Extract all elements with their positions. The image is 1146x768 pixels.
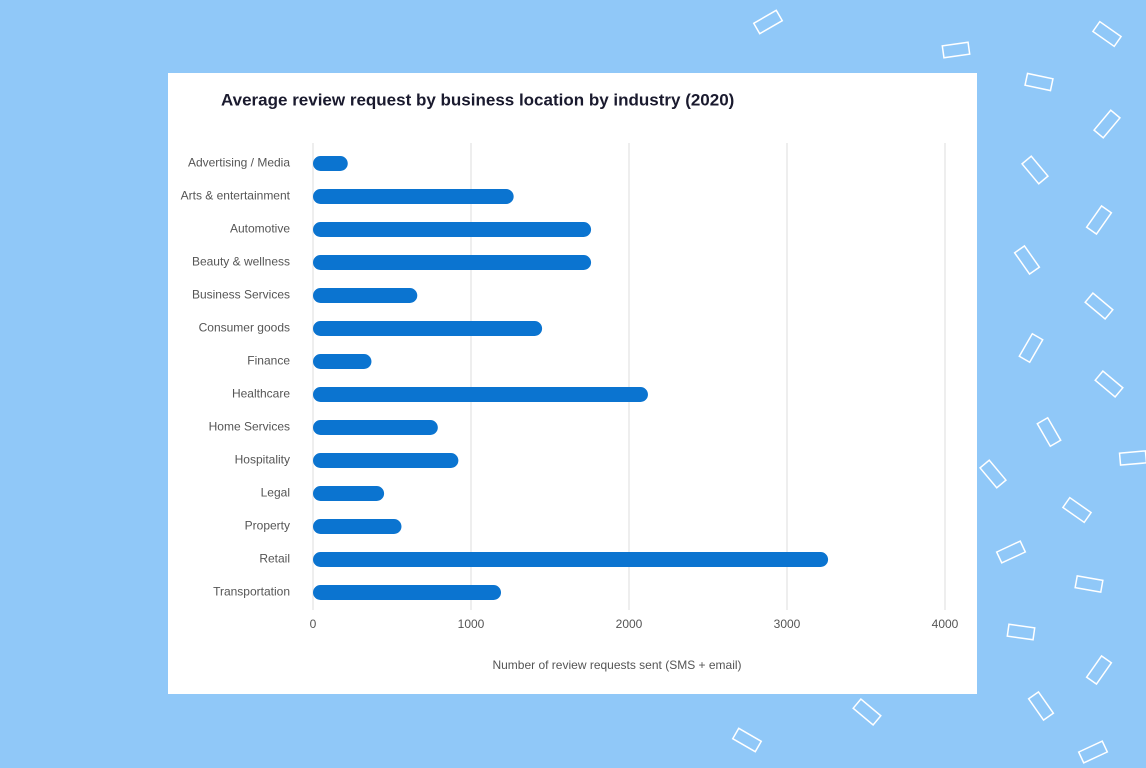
chart-title: Average review request by business locat… [221, 90, 734, 109]
x-tick-label: 3000 [774, 617, 801, 631]
bar [313, 354, 372, 369]
x-axis-label: Number of review requests sent (SMS + em… [492, 658, 741, 672]
x-tick-label: 1000 [458, 617, 485, 631]
bar [313, 453, 459, 468]
bar [313, 519, 402, 534]
x-tick-label: 0 [310, 617, 317, 631]
x-tick-label: 2000 [616, 617, 643, 631]
bar [313, 585, 502, 600]
y-tick-label: Consumer goods [199, 321, 290, 335]
y-tick-label: Property [245, 519, 290, 533]
y-tick-label: Arts & entertainment [181, 189, 291, 203]
y-tick-label: Healthcare [232, 387, 290, 401]
bar [313, 420, 438, 435]
background-decoration [731, 9, 1146, 764]
y-tick-label: Hospitality [235, 453, 290, 467]
x-tick-label: 4000 [932, 617, 959, 631]
y-tick-label: Home Services [209, 420, 290, 434]
bar [313, 387, 648, 402]
y-tick-label: Legal [261, 486, 290, 500]
bar [313, 156, 348, 171]
bar [313, 552, 829, 567]
y-tick-label: Automotive [230, 222, 290, 236]
bar [313, 255, 592, 270]
y-tick-label: Retail [259, 552, 290, 566]
y-tick-label: Finance [247, 354, 290, 368]
y-tick-label: Transportation [213, 585, 290, 599]
bar [313, 189, 514, 204]
bar [313, 321, 543, 336]
y-tick-label: Advertising / Media [188, 156, 290, 170]
bar [313, 288, 418, 303]
bar [313, 222, 592, 237]
bar [313, 486, 385, 501]
y-tick-label: Beauty & wellness [192, 255, 290, 269]
y-tick-label: Business Services [192, 288, 290, 302]
chart-card [168, 73, 977, 694]
